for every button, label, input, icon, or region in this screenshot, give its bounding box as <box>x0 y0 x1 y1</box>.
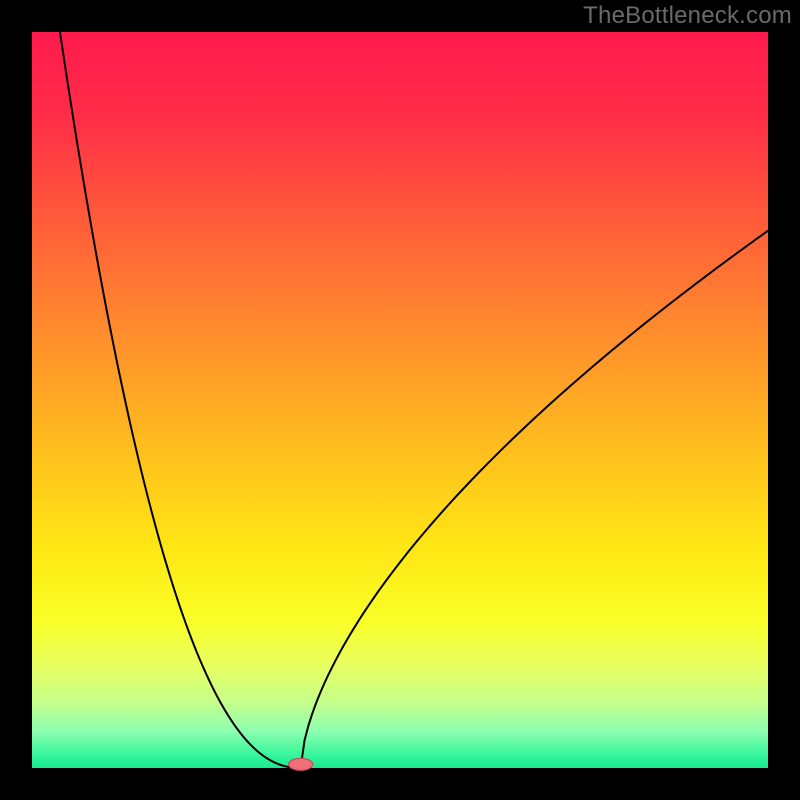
watermark-text: TheBottleneck.com <box>583 2 792 30</box>
optimum-marker <box>289 758 313 770</box>
stage: TheBottleneck.com <box>0 0 800 800</box>
plot-background <box>32 32 768 768</box>
chart-svg <box>0 0 800 800</box>
